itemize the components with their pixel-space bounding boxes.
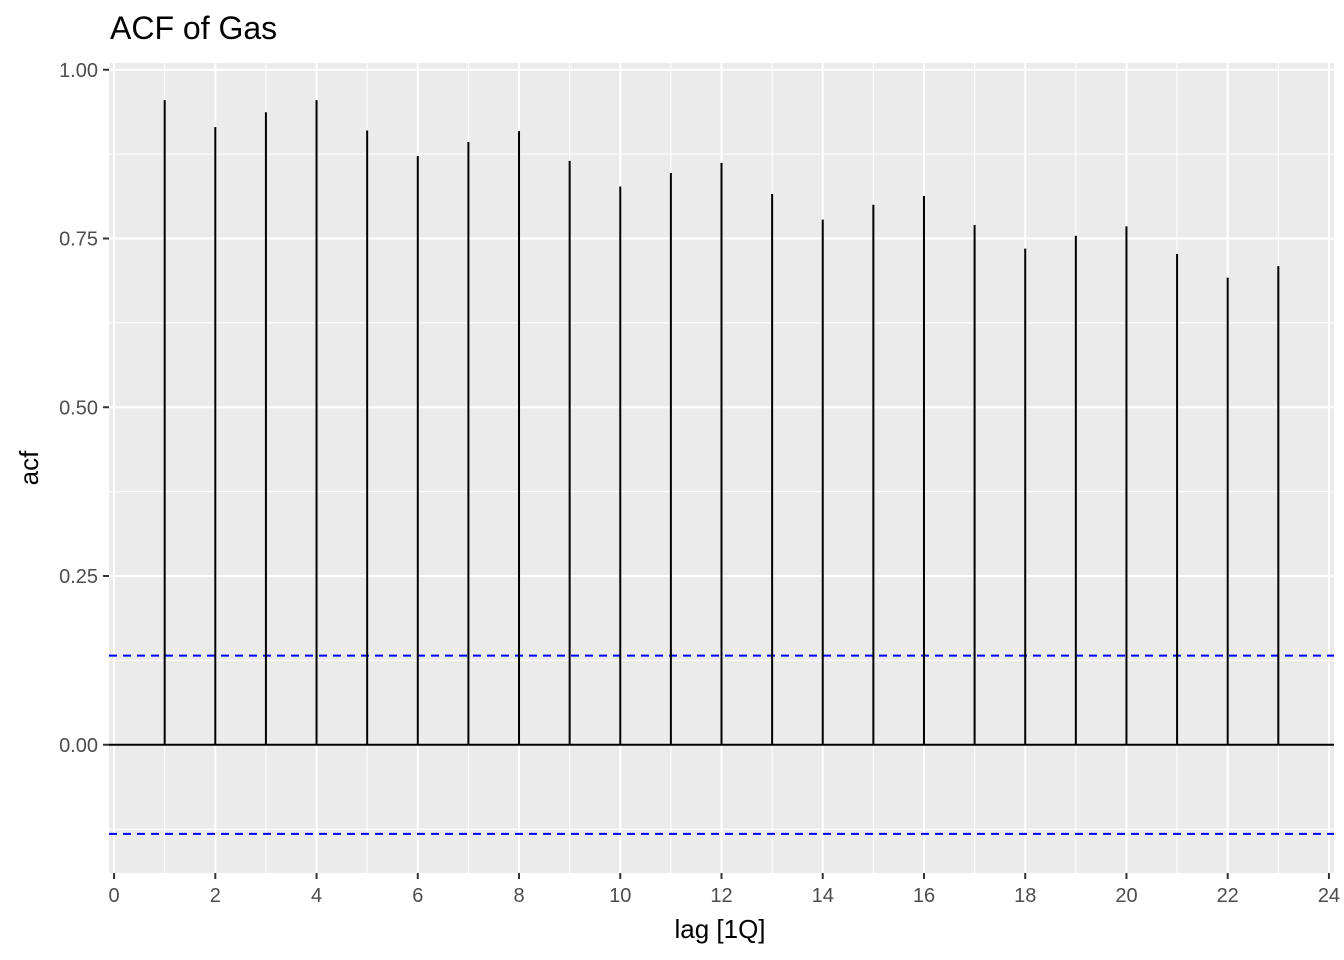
chart-title: ACF of Gas bbox=[110, 10, 277, 46]
x-tick-label: 10 bbox=[609, 885, 631, 907]
y-tick-label: 0.00 bbox=[59, 735, 98, 757]
y-tick-label: 0.75 bbox=[59, 229, 98, 251]
x-tick-label: 6 bbox=[412, 885, 423, 907]
x-tick-label: 22 bbox=[1217, 885, 1239, 907]
y-tick-label: 0.50 bbox=[59, 397, 98, 419]
x-tick-label: 4 bbox=[311, 885, 322, 907]
x-tick-label: 16 bbox=[913, 885, 935, 907]
x-tick-label: 2 bbox=[210, 885, 221, 907]
x-axis: 0 2 4 6 8 10 12 14 16 18 20 22 24 bbox=[108, 873, 1340, 907]
x-axis-title: lag [1Q] bbox=[674, 914, 765, 944]
x-tick-label: 24 bbox=[1318, 885, 1340, 907]
y-tick-label: 1.00 bbox=[59, 60, 98, 82]
x-tick-label: 14 bbox=[812, 885, 834, 907]
acf-spikes bbox=[163, 100, 1280, 745]
x-tick-label: 18 bbox=[1014, 885, 1036, 907]
y-axis: 0.00 0.25 0.50 0.75 1.00 bbox=[59, 60, 109, 757]
x-tick-label: 8 bbox=[513, 885, 524, 907]
x-tick-label: 0 bbox=[108, 885, 119, 907]
x-tick-label: 12 bbox=[710, 885, 732, 907]
y-axis-title: acf bbox=[14, 450, 44, 485]
y-tick-label: 0.25 bbox=[59, 566, 98, 588]
x-tick-label: 20 bbox=[1115, 885, 1137, 907]
